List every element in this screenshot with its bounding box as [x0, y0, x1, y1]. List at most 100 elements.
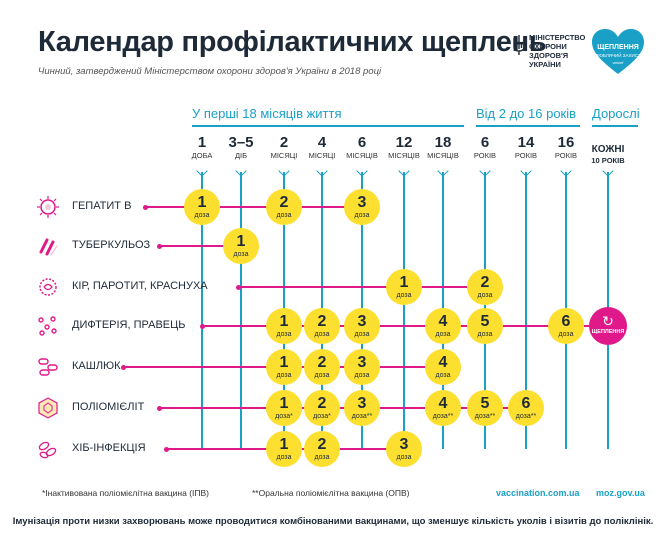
dose-word: доза	[304, 454, 340, 462]
moz-link[interactable]: moz.gov.ua	[596, 488, 645, 498]
booster-badge: ↻ ЩЕПЛЕННЯ	[589, 307, 627, 345]
row-line	[202, 325, 566, 327]
dose-number: 2	[317, 313, 327, 330]
dose-number: 6	[561, 313, 571, 330]
dose-word-text: доза	[354, 372, 370, 379]
dose-word-text: доза	[515, 413, 531, 420]
row-line	[159, 245, 241, 247]
column-chevron	[478, 165, 491, 177]
group-children-line	[476, 125, 580, 127]
dose-word-text: доза	[558, 331, 574, 338]
polio-virus-icon	[36, 396, 60, 420]
group-infants: У перші 18 місяців життя	[192, 106, 342, 121]
row-line-start	[236, 284, 242, 290]
column-header: 3–5 ДІБ	[221, 134, 261, 161]
dose-number: 1	[279, 313, 289, 330]
column-chevron	[436, 165, 449, 177]
dose-number: 2	[317, 436, 327, 453]
group-children: Від 2 до 16 років	[476, 106, 577, 121]
column-header: 6 МІСЯЦІВ	[342, 134, 382, 161]
booster-label: ЩЕПЛЕННЯ	[591, 329, 625, 335]
dose-word: доза	[386, 292, 422, 300]
column-number: 3–5	[228, 134, 254, 151]
dose-word: доза*	[266, 413, 302, 421]
dose-word: доза	[386, 454, 422, 462]
dose-word-text: доза	[432, 413, 448, 420]
vaccination-link[interactable]: vaccination.com.ua	[496, 488, 580, 498]
logo-brand: unicef	[612, 60, 624, 65]
dose-marker: 5 доза**	[467, 390, 503, 426]
dose-word-text: доза	[276, 454, 292, 461]
hepatitis-virus-icon	[36, 195, 60, 219]
dose-marker: 1 доза	[266, 349, 302, 385]
column-unit: РОКІВ	[473, 151, 497, 160]
trident-icon	[513, 35, 525, 55]
row-line-start	[157, 405, 163, 411]
dose-number: 2	[317, 354, 327, 371]
column-chevron	[195, 165, 208, 177]
dose-marker: 2 доза	[304, 431, 340, 467]
dose-word-text: доза	[474, 413, 490, 420]
row-label: ТУБЕРКУЛЬОЗ	[72, 239, 151, 251]
column-number: 1	[197, 134, 207, 151]
dose-word: доза	[304, 331, 340, 339]
dose-number: 2	[317, 395, 327, 412]
column-header: 14 РОКІВ	[506, 134, 546, 161]
dose-marker: 4 доза	[425, 308, 461, 344]
column-header: КОЖНІ 10 РОКІВ	[588, 143, 628, 166]
dose-marker: 3 доза**	[344, 390, 380, 426]
dose-word: доза	[304, 372, 340, 380]
row-label: КІР, ПАРОТИТ, КРАСНУХА	[72, 280, 208, 292]
dose-marker: 1 доза	[266, 431, 302, 467]
column-line	[403, 172, 405, 449]
dose-footnote-mark: *	[290, 413, 293, 420]
dose-word-text: доза	[194, 212, 210, 219]
dose-number: 1	[279, 436, 289, 453]
tuberculosis-bacteria-icon	[36, 234, 60, 258]
dose-number: 1	[236, 233, 246, 250]
dose-marker: 1 доза*	[266, 390, 302, 426]
dose-marker: 6 доза**	[508, 390, 544, 426]
dose-word-text: доза	[354, 331, 370, 338]
row-line-start	[157, 243, 163, 249]
dose-word: доза	[425, 331, 461, 339]
dose-marker: 2 доза	[304, 349, 340, 385]
dose-word: доза	[548, 331, 584, 339]
column-header: 4 МІСЯЦІ	[302, 134, 342, 161]
dose-word-text: доза	[477, 331, 493, 338]
column-chevron	[355, 165, 368, 177]
dose-word: доза	[223, 251, 259, 259]
column-number: 4	[317, 134, 327, 151]
column-chevron	[277, 165, 290, 177]
row-label: ПОЛІОМІЄЛІТ	[72, 401, 145, 413]
dose-word-text: доза	[435, 331, 451, 338]
booster-line	[584, 325, 589, 327]
dose-footnote-mark: **	[530, 413, 537, 420]
column-header: 6 РОКІВ	[465, 134, 505, 161]
column-number: 16	[557, 134, 575, 151]
dose-word-text: доза	[314, 331, 330, 338]
dose-word-text: доза	[351, 413, 367, 420]
dose-marker: 2 доза	[304, 308, 340, 344]
column-number: 6	[480, 134, 490, 151]
dose-marker: 2 доза	[266, 189, 302, 225]
column-chevron	[519, 165, 532, 177]
row-label: ГЕПАТИТ В	[72, 200, 132, 212]
dose-number: 5	[480, 395, 490, 412]
dose-word-text: доза	[275, 413, 291, 420]
refresh-icon: ↻	[602, 313, 614, 329]
opv-footnote: **Оральна поліомієлітна вакцина (ОПВ)	[252, 488, 410, 498]
column-header: 2 МІСЯЦІ	[264, 134, 304, 161]
dose-word-text: доза	[313, 413, 329, 420]
pertussis-bacteria-icon	[36, 355, 60, 379]
logo-title: ЩЕПЛЕННЯ	[597, 44, 639, 51]
dose-word: доза	[344, 372, 380, 380]
column-line	[240, 172, 242, 449]
dose-number: 5	[480, 313, 490, 330]
combined-vaccines-note: Імунізація проти низки захворювань може …	[12, 516, 654, 527]
dose-marker: 1 доза	[266, 308, 302, 344]
ministry-name: МІНІСТЕРСТВО ОХОРОНИ ЗДОРОВ'Я УКРАЇНИ	[529, 33, 586, 69]
dose-word: доза	[266, 212, 302, 220]
row-line-start	[121, 364, 127, 370]
column-unit: РОКІВ	[514, 151, 538, 160]
